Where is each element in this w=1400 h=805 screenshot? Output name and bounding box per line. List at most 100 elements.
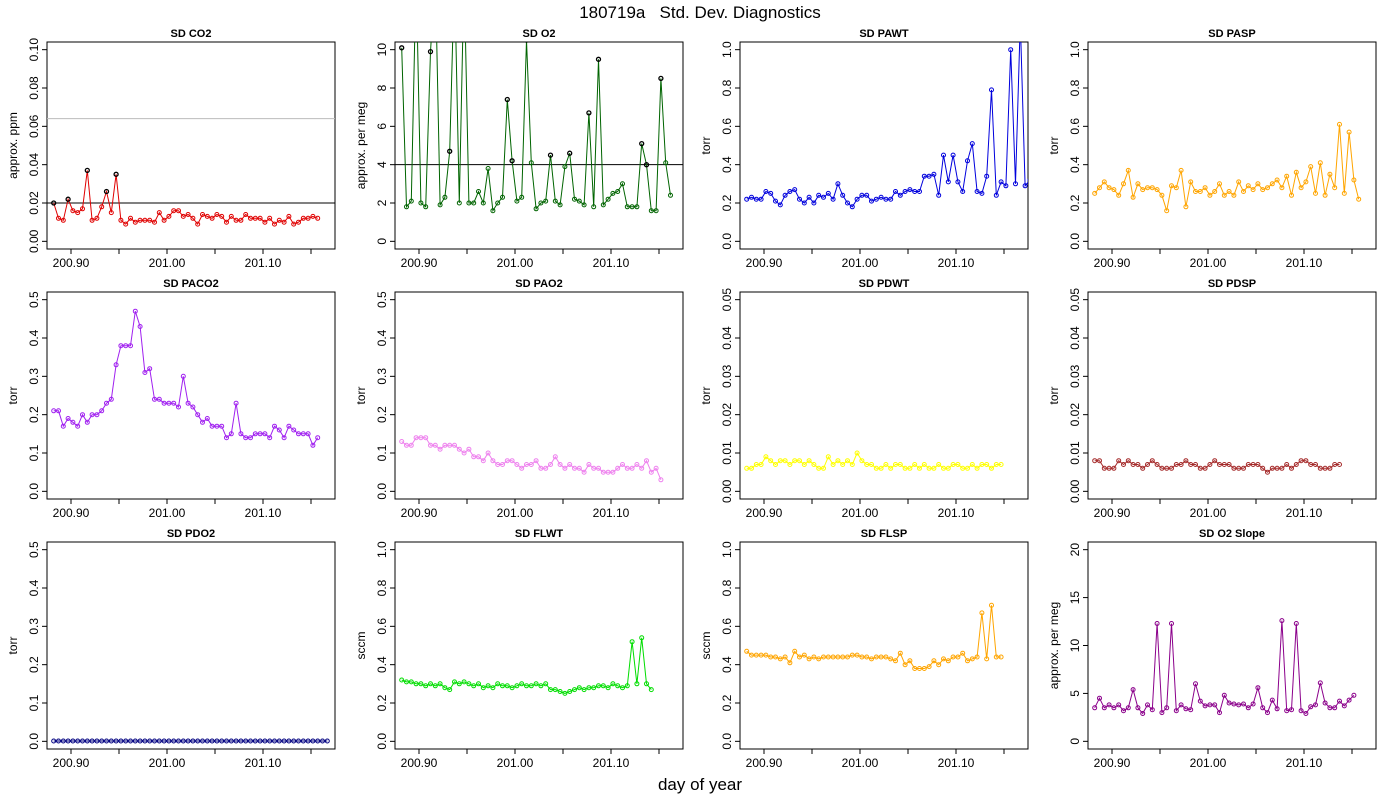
data-point xyxy=(228,213,234,219)
data-point xyxy=(310,213,316,219)
data-point xyxy=(1308,164,1314,170)
y-tick-label: 0.01 xyxy=(1068,441,1082,465)
data-point xyxy=(869,198,874,204)
y-tick-label: 0.10 xyxy=(27,38,41,62)
plot-frame xyxy=(46,41,336,250)
data-point xyxy=(1265,710,1270,716)
data-point xyxy=(219,738,225,744)
data-point xyxy=(466,446,472,452)
data-point xyxy=(161,738,167,744)
panel-title: SD PAO2 xyxy=(515,278,562,290)
data-point xyxy=(787,660,793,666)
data-point xyxy=(1212,458,1218,464)
y-tick-label: 0.04 xyxy=(720,326,734,350)
data-point xyxy=(965,658,970,664)
data-point xyxy=(1101,179,1107,185)
data-point xyxy=(99,408,105,414)
data-point xyxy=(75,210,81,216)
y-tick-label: 0.2 xyxy=(720,194,734,211)
plot-area xyxy=(1092,618,1357,716)
data-point xyxy=(1269,181,1275,187)
data-point xyxy=(1169,465,1174,471)
data-point xyxy=(960,465,966,471)
panel-title: SD FLSP xyxy=(861,528,907,540)
data-point xyxy=(591,204,597,210)
data-point xyxy=(600,202,606,208)
data-point xyxy=(1260,187,1266,193)
data-point xyxy=(830,196,836,202)
data-point xyxy=(1013,181,1018,187)
data-point xyxy=(921,462,927,467)
y-tick-label: 20 xyxy=(1068,543,1082,557)
y-axis-label: sccm xyxy=(699,632,713,660)
y-axis-label: approx. ppm xyxy=(6,112,20,179)
data-point xyxy=(936,662,942,668)
data-point xyxy=(286,213,292,219)
data-point xyxy=(552,687,558,693)
data-point xyxy=(845,200,850,206)
data-point xyxy=(912,189,918,194)
data-point xyxy=(1193,462,1198,467)
data-point xyxy=(1217,181,1222,187)
data-point xyxy=(1027,178,1028,182)
data-point xyxy=(634,681,640,687)
data-point xyxy=(596,465,601,471)
data-point xyxy=(89,217,95,223)
y-tick-label: 0.4 xyxy=(1068,156,1082,173)
data-point xyxy=(60,738,66,744)
data-point xyxy=(1293,462,1299,467)
data-point xyxy=(1121,462,1126,467)
data-point xyxy=(75,738,81,744)
y-tick-label: 0.4 xyxy=(375,329,389,346)
data-point xyxy=(310,738,316,744)
data-point xyxy=(797,458,802,464)
data-point xyxy=(1303,179,1309,185)
data-point xyxy=(624,465,630,471)
data-point xyxy=(305,431,311,437)
data-point xyxy=(243,738,249,744)
data-point xyxy=(773,462,778,467)
data-point xyxy=(1221,192,1227,198)
data-point xyxy=(1202,465,1208,471)
data-point xyxy=(152,219,157,225)
data-point xyxy=(514,462,520,467)
data-point xyxy=(801,200,807,206)
data-point xyxy=(543,198,549,204)
data-point xyxy=(989,602,994,608)
data-point xyxy=(1154,462,1160,467)
data-point xyxy=(490,685,496,691)
data-point xyxy=(1274,706,1280,712)
data-point xyxy=(1250,187,1256,193)
data-point xyxy=(1313,190,1318,196)
data-point xyxy=(878,194,884,200)
data-point xyxy=(300,738,306,744)
data-point xyxy=(586,462,592,467)
data-point xyxy=(200,419,205,425)
data-point xyxy=(1265,185,1270,191)
data-point xyxy=(893,189,898,194)
data-point xyxy=(1178,167,1184,173)
data-point xyxy=(1197,189,1203,194)
data-point xyxy=(979,190,985,196)
y-tick-label: 0.00 xyxy=(720,479,734,503)
data-point xyxy=(854,450,860,456)
data-point xyxy=(1125,458,1131,464)
series-line xyxy=(401,437,662,480)
data-point xyxy=(262,219,268,225)
x-tick-label: 200.90 xyxy=(53,506,90,520)
data-point xyxy=(1332,185,1338,191)
data-point xyxy=(1121,181,1126,187)
data-point xyxy=(1159,192,1165,198)
x-tick-label: 200.90 xyxy=(746,756,783,770)
data-point xyxy=(902,189,908,194)
data-point xyxy=(878,465,884,471)
data-point xyxy=(1135,705,1141,711)
data-point xyxy=(979,610,985,616)
data-point xyxy=(427,48,434,55)
x-tick-label: 201.10 xyxy=(593,506,630,520)
data-point xyxy=(1207,192,1213,198)
data-point xyxy=(1317,160,1323,166)
series-line xyxy=(746,605,1002,669)
data-point xyxy=(500,462,505,467)
data-point xyxy=(1111,465,1117,471)
